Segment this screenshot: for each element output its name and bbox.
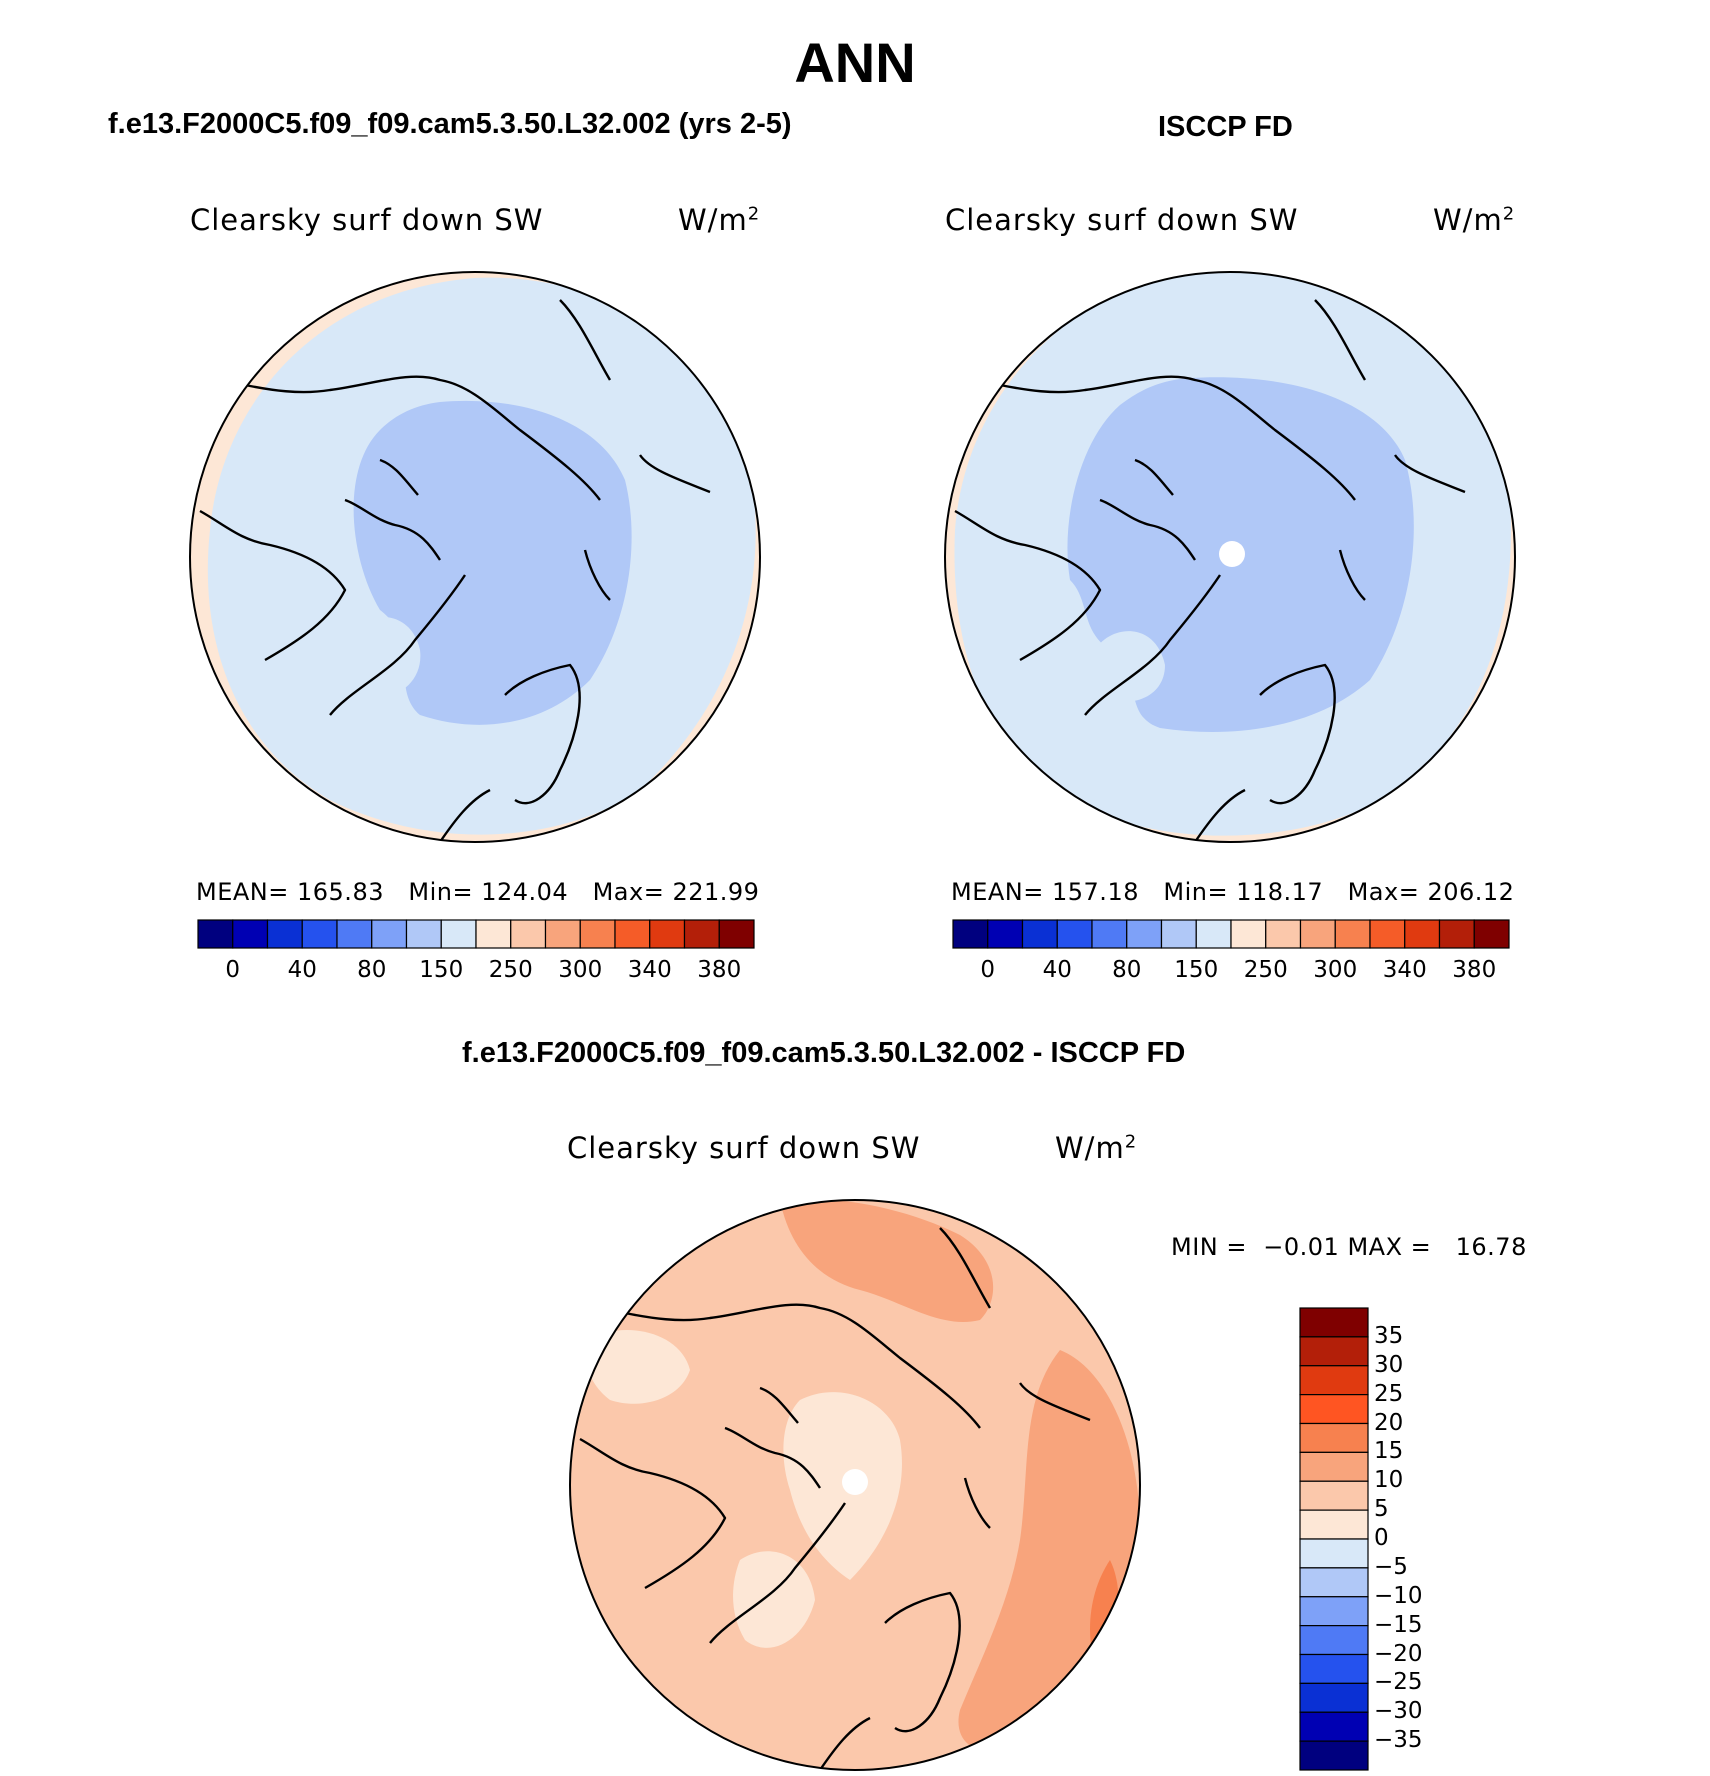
diff-heading: f.e13.F2000C5.f09_f09.cam5.3.50.L32.002 … bbox=[462, 1037, 1186, 1069]
units-label-model: W/m2 bbox=[678, 203, 761, 237]
colorbar-swatch bbox=[614, 919, 651, 949]
colorbar-swatch bbox=[1091, 919, 1128, 949]
panel-heading-model: f.e13.F2000C5.f09_f09.cam5.3.50.L32.002 … bbox=[108, 108, 792, 140]
colorbar-tick-label: 25 bbox=[1374, 1380, 1404, 1407]
colorbar-swatch bbox=[475, 919, 512, 949]
colorbar-tick-label: 300 bbox=[558, 957, 603, 983]
units-label-obs: W/m2 bbox=[1433, 203, 1516, 237]
colorbar-tick-label: 15 bbox=[1374, 1438, 1404, 1465]
colorbar-tick-label: 380 bbox=[1452, 957, 1497, 983]
colorbar-swatch bbox=[1299, 919, 1336, 949]
colorbar-tick-label: 40 bbox=[287, 957, 317, 983]
figure-title: ANN bbox=[794, 31, 916, 94]
colorbar-tick-label: 150 bbox=[1174, 957, 1219, 983]
colorbar-swatch bbox=[1299, 1509, 1369, 1540]
colorbar-swatch bbox=[405, 919, 442, 949]
colorbar-tick-label: 340 bbox=[627, 957, 672, 983]
colorbar-swatch bbox=[649, 919, 686, 949]
colorbar-tick-label: −15 bbox=[1374, 1611, 1423, 1638]
colorbar-swatch bbox=[683, 919, 720, 949]
colorbar-swatch bbox=[1299, 1394, 1369, 1425]
variable-label-obs: Clearsky surf down SW bbox=[945, 203, 1299, 237]
colorbar-swatch bbox=[1299, 1740, 1369, 1771]
colorbar-swatch bbox=[1265, 919, 1302, 949]
stats-model: MEAN= 165.83 Min= 124.04 Max= 221.99 bbox=[196, 878, 760, 906]
colorbar-tick-label: 0 bbox=[1374, 1525, 1389, 1551]
colorbar-tick-label: 150 bbox=[419, 957, 464, 983]
colorbar-swatch bbox=[1299, 1451, 1369, 1482]
units-label-diff: W/m2 bbox=[1055, 1131, 1138, 1165]
colorbar-swatch bbox=[952, 919, 989, 949]
colorbar-tick-label: 340 bbox=[1382, 957, 1427, 983]
colorbar-tick-label: −35 bbox=[1374, 1727, 1423, 1754]
colorbar-tick-label: −20 bbox=[1374, 1640, 1423, 1667]
colorbar-tick-label: 250 bbox=[1243, 957, 1288, 983]
colorbar-tick-label: 40 bbox=[1042, 957, 1072, 983]
colorbar-tick-label: −25 bbox=[1374, 1669, 1423, 1696]
colorbar-swatch bbox=[1299, 1596, 1369, 1627]
colorbar-swatch bbox=[1126, 919, 1163, 949]
colorbar-swatch bbox=[1195, 919, 1232, 949]
colorbar-swatch bbox=[1299, 1711, 1369, 1742]
colorbar-swatch bbox=[1438, 919, 1475, 949]
colorbar-tick-label: 380 bbox=[697, 957, 742, 983]
colorbar-swatch bbox=[1299, 1625, 1369, 1656]
colorbar-tick-label: 30 bbox=[1374, 1351, 1404, 1378]
colorbar-tick-label: 80 bbox=[1112, 957, 1142, 983]
colorbar-swatch bbox=[987, 919, 1024, 949]
variable-label-diff: Clearsky surf down SW bbox=[567, 1131, 921, 1165]
colorbar-model bbox=[197, 919, 755, 949]
colorbar-swatch bbox=[371, 919, 408, 949]
panel-heading-obs: ISCCP FD bbox=[1158, 111, 1293, 143]
colorbar-swatch bbox=[1473, 919, 1510, 949]
colorbar-tick-label: 5 bbox=[1374, 1496, 1389, 1523]
colorbar-swatch bbox=[1299, 1480, 1369, 1511]
variable-label-model: Clearsky surf down SW bbox=[190, 203, 544, 237]
colorbar-swatch bbox=[1369, 919, 1406, 949]
colorbar-swatch bbox=[1299, 1307, 1369, 1338]
colorbar-swatch bbox=[1299, 1682, 1369, 1713]
colorbar-tick-label: −30 bbox=[1374, 1698, 1423, 1725]
colorbar-tick-label: 10 bbox=[1374, 1467, 1404, 1494]
colorbar-tick-label: 20 bbox=[1374, 1409, 1404, 1436]
colorbar-tick-label: −5 bbox=[1374, 1553, 1408, 1580]
colorbar-swatch bbox=[1299, 1653, 1369, 1684]
colorbar-swatch bbox=[1299, 1336, 1369, 1367]
colorbar-swatch bbox=[1404, 919, 1441, 949]
colorbar-swatch bbox=[336, 919, 373, 949]
colorbar-swatch bbox=[1299, 1422, 1369, 1453]
colorbar-swatch bbox=[232, 919, 269, 949]
colorbar-tick-label: 0 bbox=[980, 957, 996, 983]
colorbar-swatch bbox=[1299, 1365, 1369, 1396]
colorbar-tick-label: 35 bbox=[1374, 1322, 1404, 1349]
colorbar-swatch bbox=[1160, 919, 1197, 949]
colorbar-tick-label: 80 bbox=[357, 957, 387, 983]
colorbar-swatch bbox=[301, 919, 338, 949]
colorbar-swatch bbox=[718, 919, 755, 949]
colorbar-swatch bbox=[440, 919, 477, 949]
colorbar-tick-label: 0 bbox=[225, 957, 241, 983]
colorbar-obs bbox=[952, 919, 1510, 949]
colorbar-diff bbox=[1299, 1307, 1369, 1771]
colorbar-swatch bbox=[1299, 1538, 1369, 1569]
colorbar-swatch bbox=[1299, 1567, 1369, 1598]
colorbar-swatch bbox=[1230, 919, 1267, 949]
diff-min-max: MIN = −0.01 MAX = 16.78 bbox=[1171, 1233, 1527, 1261]
colorbar-swatch bbox=[510, 919, 547, 949]
colorbar-tick-label: 300 bbox=[1313, 957, 1358, 983]
stats-obs: MEAN= 157.18 Min= 118.17 Max= 206.12 bbox=[951, 878, 1515, 906]
colorbar-tick-label: 250 bbox=[488, 957, 533, 983]
colorbar-swatch bbox=[579, 919, 616, 949]
colorbar-tick-label: −10 bbox=[1374, 1582, 1423, 1609]
